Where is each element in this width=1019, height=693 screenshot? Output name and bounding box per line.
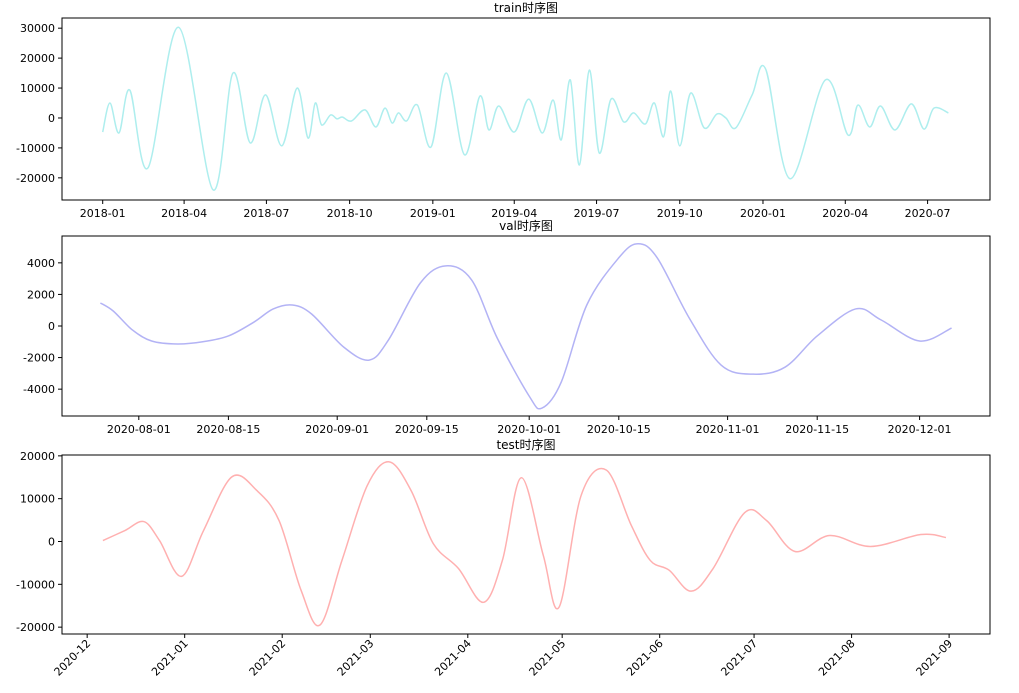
plot-area — [61, 235, 991, 417]
x-tick-label: 2021-04 — [432, 637, 474, 679]
x-tick-label: 2020-11-01 — [696, 423, 760, 436]
x-tick-label: 2020-09-15 — [395, 423, 459, 436]
x-tick-label: 2020-01 — [740, 207, 786, 220]
x-tick-label: 2018-10 — [327, 207, 373, 220]
y-tick-label: 20000 — [20, 52, 55, 65]
x-tick-label: 2020-11-15 — [785, 423, 849, 436]
x-tick-label: 2018-07 — [243, 207, 289, 220]
x-tick-label: 2019-10 — [657, 207, 703, 220]
y-tick-label: 2000 — [27, 288, 55, 301]
y-tick-label: 10000 — [20, 82, 55, 95]
data-line — [102, 461, 947, 627]
x-tick-label: 2019-01 — [410, 207, 456, 220]
x-tick-label: 2021-03 — [335, 637, 377, 679]
x-tick-label: 2020-04 — [822, 207, 868, 220]
x-tick-label: 2019-07 — [574, 207, 620, 220]
chart-title: val时序图 — [499, 218, 553, 233]
x-tick-label: 2021-08 — [816, 637, 858, 679]
x-tick-label: 2020-08-01 — [107, 423, 171, 436]
y-tick-label: 0 — [48, 112, 55, 125]
x-tick-label: 2021-01 — [149, 637, 191, 679]
y-tick-label: 0 — [48, 536, 55, 549]
x-tick-label: 2021-02 — [247, 637, 289, 679]
y-tick-label: -20000 — [16, 621, 55, 634]
plot-area — [61, 17, 991, 201]
x-tick-label: 2018-01 — [80, 207, 126, 220]
y-tick-label: -10000 — [16, 578, 55, 591]
y-tick-label: -2000 — [23, 352, 55, 365]
x-tick-label: 2020-10-15 — [587, 423, 651, 436]
x-tick-label: 2021-09 — [914, 637, 956, 679]
x-tick-label: 2021-05 — [527, 637, 569, 679]
y-tick-label: -4000 — [23, 383, 55, 396]
x-tick-label: 2021-07 — [718, 637, 760, 679]
y-tick-label: 30000 — [20, 22, 55, 35]
x-tick-label: 2020-09-01 — [305, 423, 369, 436]
data-line — [101, 26, 949, 191]
x-tick-label: 2020-08-15 — [196, 423, 260, 436]
x-tick-label: 2020-07 — [905, 207, 951, 220]
data-line — [100, 242, 952, 410]
plot-area — [61, 454, 991, 635]
x-tick-label: 2020-12-01 — [888, 423, 952, 436]
x-tick-label: 2019-04 — [491, 207, 537, 220]
y-tick-label: 0 — [48, 320, 55, 333]
chart-title: train时序图 — [494, 0, 558, 15]
chart-title: test时序图 — [496, 437, 555, 452]
x-tick-label: 2018-04 — [161, 207, 207, 220]
y-tick-label: 10000 — [20, 493, 55, 506]
y-tick-label: 4000 — [27, 257, 55, 270]
y-tick-label: -20000 — [16, 172, 55, 185]
y-tick-label: -10000 — [16, 142, 55, 155]
x-tick-label: 2020-12 — [52, 637, 94, 679]
x-tick-label: 2021-06 — [624, 637, 666, 679]
x-tick-label: 2020-10-01 — [497, 423, 561, 436]
y-tick-label: 20000 — [20, 450, 55, 463]
